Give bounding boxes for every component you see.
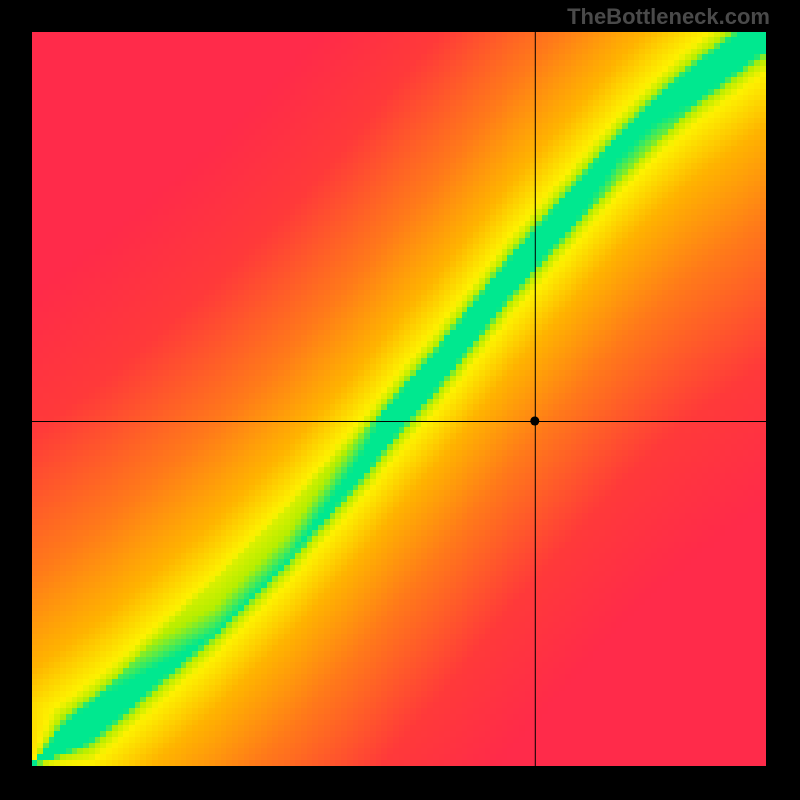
bottleneck-heatmap bbox=[32, 32, 766, 766]
chart-container: TheBottleneck.com bbox=[0, 0, 800, 800]
watermark-label: TheBottleneck.com bbox=[567, 4, 770, 30]
